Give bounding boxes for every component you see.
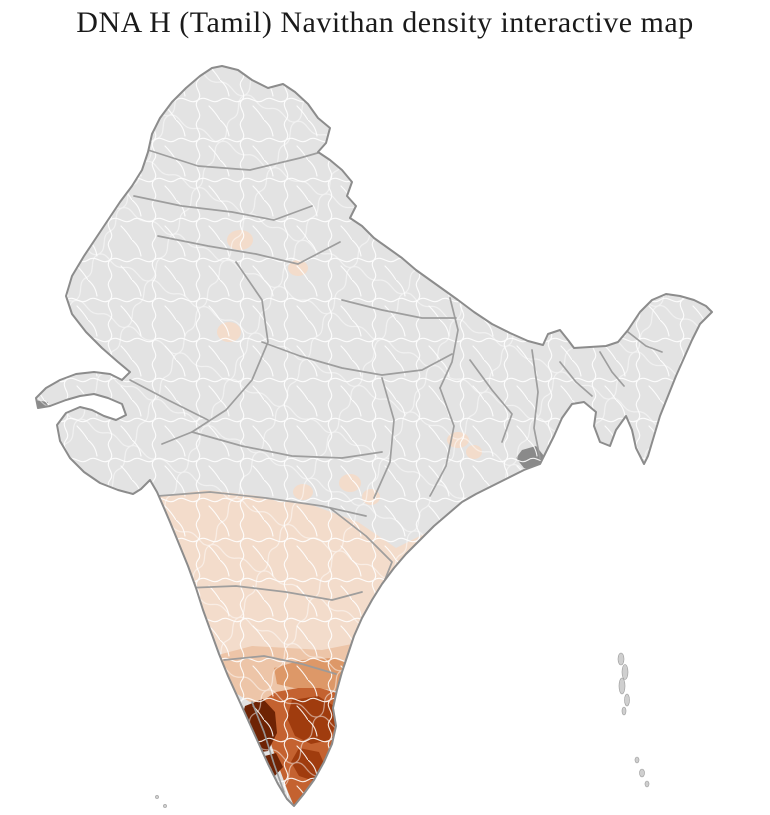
district-borders	[36, 66, 712, 806]
andaman-island	[621, 664, 629, 680]
andaman-island	[624, 693, 630, 707]
andaman-island	[617, 652, 625, 666]
andaman-island	[621, 706, 627, 716]
nicobar-island	[644, 780, 650, 788]
lakshadweep-island	[155, 795, 159, 799]
nicobar-island	[634, 756, 640, 764]
page-title: DNA H (Tamil) Navithan density interacti…	[76, 6, 694, 39]
nicobar-island	[639, 768, 645, 778]
andaman-island	[618, 677, 626, 695]
islands	[155, 652, 650, 808]
state-borders	[129, 149, 663, 793]
region-north-spot[interactable]	[153, 513, 167, 531]
lakshadweep-island	[163, 804, 167, 808]
